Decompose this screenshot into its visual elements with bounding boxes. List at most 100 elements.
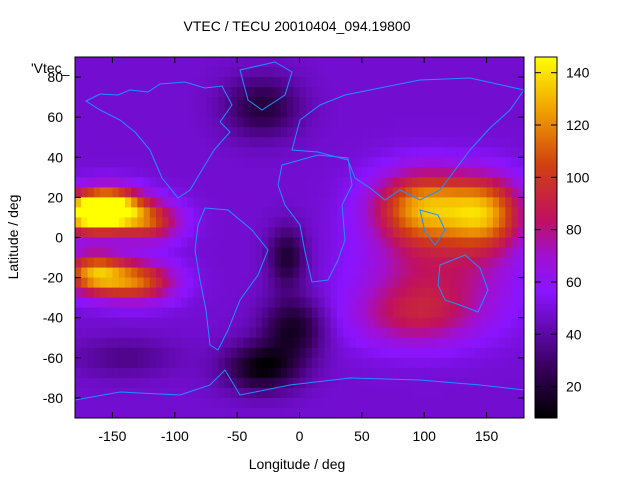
heatmap-cell xyxy=(143,207,151,219)
heatmap-cell xyxy=(112,117,120,128)
heatmap-cell xyxy=(386,297,394,309)
heatmap-cell xyxy=(112,317,120,329)
heatmap-cell xyxy=(455,157,463,168)
heatmap-cell xyxy=(361,337,369,349)
heatmap-cell xyxy=(131,397,138,409)
heatmap-cell xyxy=(162,267,170,279)
heatmap-cell xyxy=(449,347,457,359)
heatmap-cell xyxy=(162,147,170,158)
heatmap-cell xyxy=(417,217,425,229)
heatmap-cell xyxy=(417,297,425,309)
heatmap-cell xyxy=(237,227,244,239)
heatmap-cell xyxy=(499,287,506,299)
heatmap-cell xyxy=(461,127,469,138)
heatmap-cell xyxy=(318,407,326,418)
heatmap-cell xyxy=(243,397,251,409)
heatmap-cell xyxy=(93,367,101,379)
heatmap-cell xyxy=(393,77,400,88)
heatmap-cell xyxy=(81,107,89,118)
heatmap-cell xyxy=(430,337,438,349)
heatmap-cell xyxy=(361,177,369,188)
heatmap-cell xyxy=(106,117,114,128)
x-axis-label: Longitude / deg xyxy=(249,456,346,472)
heatmap-cell xyxy=(199,117,207,128)
heatmap-cell xyxy=(255,307,263,319)
heatmap-cell xyxy=(505,157,513,168)
heatmap-cell xyxy=(517,347,524,359)
heatmap-cell xyxy=(336,407,344,418)
heatmap-cell xyxy=(99,167,107,178)
heatmap-cell xyxy=(268,397,276,409)
heatmap-cell xyxy=(361,77,369,88)
heatmap-cell xyxy=(417,157,425,168)
heatmap-cell xyxy=(124,157,132,168)
heatmap-cell xyxy=(293,397,301,409)
heatmap-cell xyxy=(81,337,89,349)
heatmap-cell xyxy=(336,97,344,108)
heatmap-cell xyxy=(449,237,457,249)
heatmap-cell xyxy=(374,117,382,128)
heatmap-cell xyxy=(237,377,244,389)
heatmap-cell xyxy=(492,247,500,259)
heatmap-cell xyxy=(87,297,95,309)
heatmap-cell xyxy=(218,137,226,148)
heatmap-cell xyxy=(324,397,332,409)
heatmap-cell xyxy=(112,237,120,249)
heatmap-cell xyxy=(181,197,188,209)
heatmap-cell xyxy=(268,237,276,249)
heatmap-cell xyxy=(75,67,82,78)
heatmap-cell xyxy=(511,317,519,329)
heatmap-cell xyxy=(137,377,145,389)
heatmap-cell xyxy=(305,57,313,68)
heatmap-cell xyxy=(461,237,469,249)
heatmap-cell xyxy=(168,67,176,78)
heatmap-cell xyxy=(224,347,232,359)
heatmap-cell xyxy=(399,367,407,379)
heatmap-cell xyxy=(193,307,201,319)
heatmap-cell xyxy=(386,187,394,198)
heatmap-cell xyxy=(124,367,132,379)
heatmap-cell xyxy=(212,237,220,249)
heatmap-cell xyxy=(517,307,524,319)
heatmap-cell xyxy=(156,297,163,309)
heatmap-cell xyxy=(75,257,82,269)
heatmap-cell xyxy=(305,117,313,128)
heatmap-cell xyxy=(249,317,257,329)
heatmap-cell xyxy=(455,67,463,78)
heatmap-cell xyxy=(474,317,481,329)
heatmap-cell xyxy=(361,227,369,239)
heatmap-cell xyxy=(255,97,263,108)
heatmap-cell xyxy=(268,357,276,369)
heatmap-cell xyxy=(168,307,176,319)
heatmap-cell xyxy=(349,357,357,369)
heatmap-cell xyxy=(293,347,301,359)
heatmap-cell xyxy=(343,167,350,178)
heatmap-cell xyxy=(355,267,363,279)
heatmap-cell xyxy=(193,147,201,158)
heatmap-cell xyxy=(193,317,201,329)
heatmap-cell xyxy=(212,127,220,138)
heatmap-cell xyxy=(268,387,276,399)
heatmap-cell xyxy=(324,247,332,259)
heatmap-cell xyxy=(343,337,350,349)
heatmap-cell xyxy=(118,387,126,399)
heatmap-cell xyxy=(181,347,188,359)
heatmap-cell xyxy=(149,77,157,88)
heatmap-cell xyxy=(411,337,419,349)
heatmap-cell xyxy=(149,117,157,128)
heatmap-cell xyxy=(268,77,276,88)
heatmap-cell xyxy=(355,57,363,68)
heatmap-cell xyxy=(417,117,425,128)
heatmap-cell xyxy=(492,307,500,319)
heatmap-cell xyxy=(118,397,126,409)
heatmap-cell xyxy=(193,117,201,128)
heatmap-cell xyxy=(336,277,344,289)
heatmap-cell xyxy=(380,317,388,329)
heatmap-cell xyxy=(399,377,407,389)
heatmap-cell xyxy=(149,217,157,229)
heatmap-cell xyxy=(361,397,369,409)
heatmap-cell xyxy=(99,357,107,369)
heatmap-cell xyxy=(343,87,350,98)
heatmap-cell xyxy=(149,157,157,168)
heatmap-cell xyxy=(324,307,332,319)
